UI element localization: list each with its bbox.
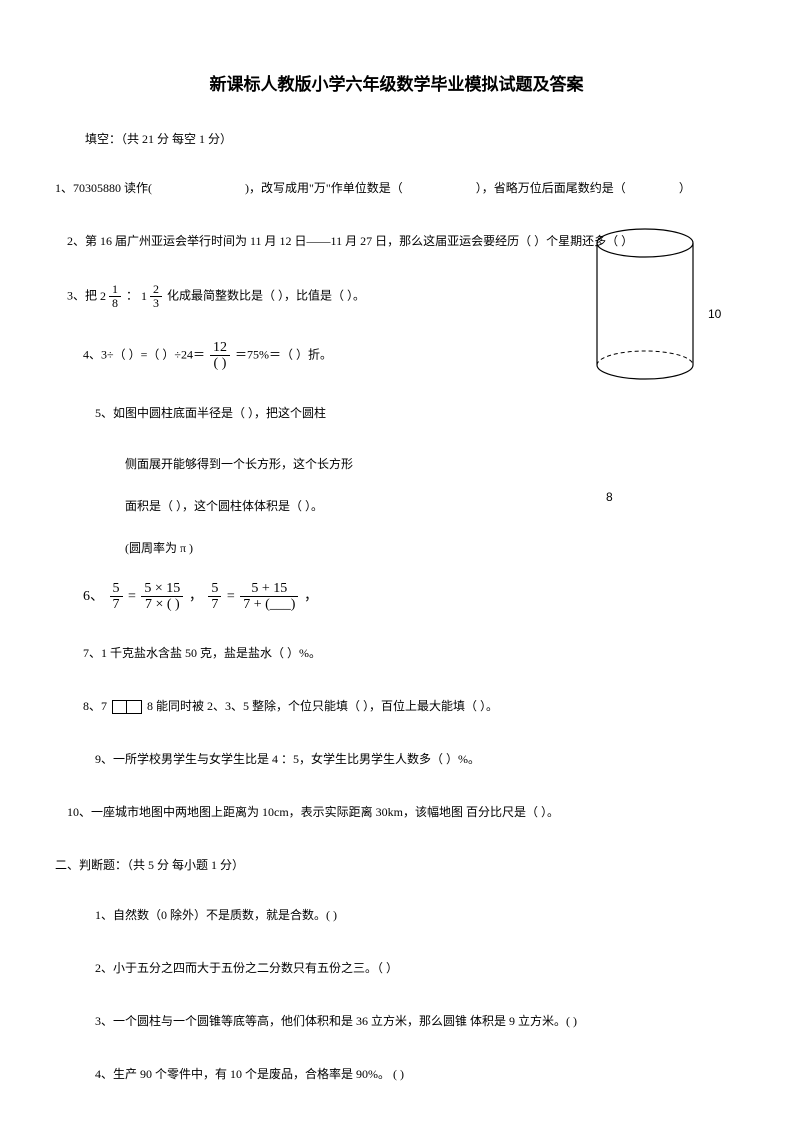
q6-lhs-den: 7 [110, 597, 123, 612]
q4-text-a: 4、3÷（ ）=（ ）÷24＝ [83, 348, 205, 362]
cylinder-label-8: 8 [606, 490, 613, 504]
question-8: 8、7 8 能同时被 2、3、5 整除，个位只能填（ ），百位上最大能填（ ）。 [83, 695, 738, 718]
judge-3: 3、一个圆柱与一个圆锥等底等高，他们体积和是 36 立方米，那么圆锥 体积是 9… [95, 1010, 738, 1033]
q4-text-b: ＝75%＝（ ）折。 [235, 348, 332, 362]
question-7: 7、1 千克盐水含盐 50 克，盐是盐水（ ）%。 [83, 642, 738, 665]
cylinder-label-10: 10 [708, 307, 721, 321]
q6-comma: ， [189, 589, 207, 604]
q6-end: ， [304, 589, 318, 604]
q4-frac-den: ( ) [210, 356, 230, 371]
mixed2-whole: 1 [141, 285, 147, 308]
q6-frac-lhs: 57 [110, 581, 123, 613]
q6-f3-num: 5 + 15 [240, 581, 298, 597]
q3-text-c: 化成最简整数比是（ ），比值是（ ）。 [167, 288, 365, 302]
question-5-line1: 5、如图中圆柱底面半径是（ ），把这个圆柱 [95, 402, 738, 425]
question-5-line3: 面积是（ ），这个圆柱体体积是（ ）。 [125, 497, 738, 514]
judge-2: 2、小于五分之四而大于五份之二分数只有五份之三。（ ） [95, 957, 738, 980]
question-5-line4: (圆周率为 π ) [125, 539, 738, 556]
q6-frac-3: 5 + 157 + (___) [240, 581, 298, 613]
mixed1-num: 1 [109, 283, 121, 297]
question-6: 6、 57 = 5 × 157 × ( ) ， 57 = 5 + 157 + (… [83, 581, 738, 613]
judge-header: 二、判断题：（共 5 分 每小题 1 分） [55, 854, 738, 877]
q6-frac-1: 5 × 157 × ( ) [141, 581, 183, 613]
q4-frac-num: 12 [210, 340, 230, 356]
question-5-line2: 侧面展开能够得到一个长方形，这个长方形 [125, 455, 738, 472]
q3-text-a: 3、把 [67, 288, 100, 302]
q6-frac-lhs2: 57 [208, 581, 221, 613]
question-1: 1、70305880 读作( )，改写成用"万"作单位数是（ ），省略万位后面尾… [55, 177, 738, 200]
mixed1-den: 8 [109, 297, 121, 310]
mixed-fraction-2: 123 [141, 283, 164, 310]
q1-text-b: )，改写成用"万"作单位数是（ [245, 181, 403, 195]
fill-blank-header: 填空：（共 21 分 每空 1 分） [85, 130, 738, 147]
q6-f2-num: 5 [208, 581, 221, 597]
mixed2-den: 3 [150, 297, 162, 310]
q3-text-b: ： [126, 288, 138, 302]
q6-f1-den: 7 × ( ) [141, 597, 183, 612]
judge-4: 4、生产 90 个零件中，有 10 个是废品，合格率是 90%。 ( ) [95, 1063, 738, 1086]
q6-f3-den: 7 + (___) [240, 597, 298, 612]
q6-f2-den: 7 [208, 597, 221, 612]
mixed2-num: 2 [150, 283, 162, 297]
q6-eq2: = [227, 589, 238, 604]
q6-eq1: = [128, 589, 139, 604]
page-title: 新课标人教版小学六年级数学毕业模拟试题及答案 [55, 70, 738, 95]
q8-text-b: 8 能同时被 2、3、5 整除，个位只能填（ ），百位上最大能填（ ）。 [147, 699, 498, 713]
q8-text-a: 8、7 [83, 699, 107, 713]
q1-text-a: 1、70305880 读作( [55, 181, 152, 195]
question-4: 4、3÷（ ）=（ ）÷24＝ 12 ( ) ＝75%＝（ ）折。 [83, 340, 738, 372]
question-9: 9、一所学校男学生与女学生比是 4 ：5，女学生比男学生人数多（ ）%。 [95, 748, 738, 771]
mixed-fraction-1: 218 [100, 283, 123, 310]
digit-boxes [112, 700, 142, 714]
q6-lhs-num: 5 [110, 581, 123, 597]
q6-f1-num: 5 × 15 [141, 581, 183, 597]
question-10: 10、一座城市地图中两地图上距离为 10cm，表示实际距离 30km，该幅地图 … [67, 801, 738, 824]
q6-prefix: 6、 [83, 589, 104, 604]
q4-fraction: 12 ( ) [210, 340, 230, 372]
q1-text-c: ），省略万位后面尾数约是（ [476, 181, 626, 195]
judge-1: 1、自然数（0 除外）不是质数，就是合数。( ) [95, 904, 738, 927]
mixed1-whole: 2 [100, 285, 106, 308]
q1-text-d: ） [679, 181, 691, 195]
